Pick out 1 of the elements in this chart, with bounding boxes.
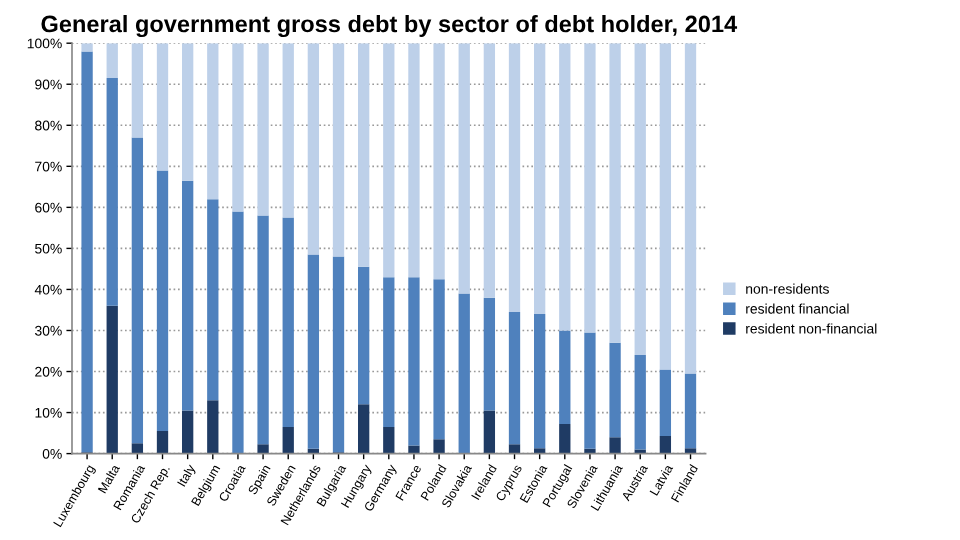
chart-title: General government gross debt by sector of debt holder, 2014	[41, 14, 738, 38]
